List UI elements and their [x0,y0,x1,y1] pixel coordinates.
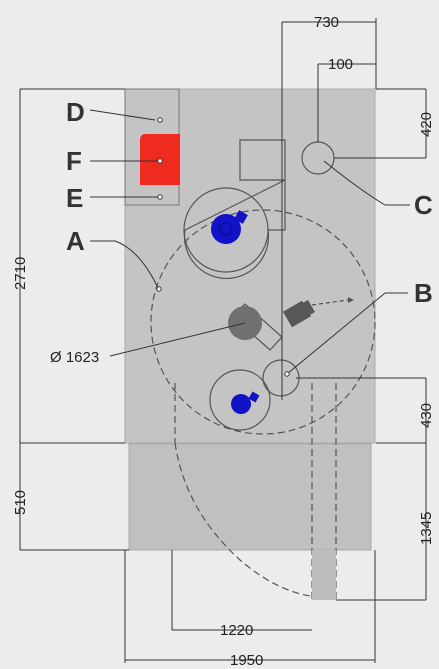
label-c: C [414,190,433,220]
label-e: E [66,183,83,213]
upper-blower-volute [183,187,269,273]
dim-2710-label: 2710 [12,257,29,290]
machine-base [128,443,372,551]
label-f: F [66,146,82,176]
chute-extension [312,550,336,600]
base-swing-path [174,442,311,597]
diameter-label: Ø 1623 [50,349,99,366]
dim-100-label: 100 [328,56,353,73]
label-b: B [414,278,433,308]
rotation-circle [150,209,376,435]
dim-1345-label: 1345 [418,512,435,545]
dim-420-label: 420 [418,112,435,137]
dim-1950-label: 1950 [230,652,263,669]
label-a: A [66,226,85,256]
upper-motor [211,214,241,244]
dim-730-label: 730 [314,14,339,31]
upper-blower-housing [183,139,286,279]
lower-motor-fan [248,391,260,403]
upper-motor-fan [234,210,248,224]
lower-blower-volute [209,369,271,431]
dim-510-label: 510 [12,490,29,515]
label-d: D [66,97,85,127]
dim-430-label: 430 [418,403,435,428]
lower-motor [231,394,251,414]
dim-1220-label: 1220 [220,622,253,639]
